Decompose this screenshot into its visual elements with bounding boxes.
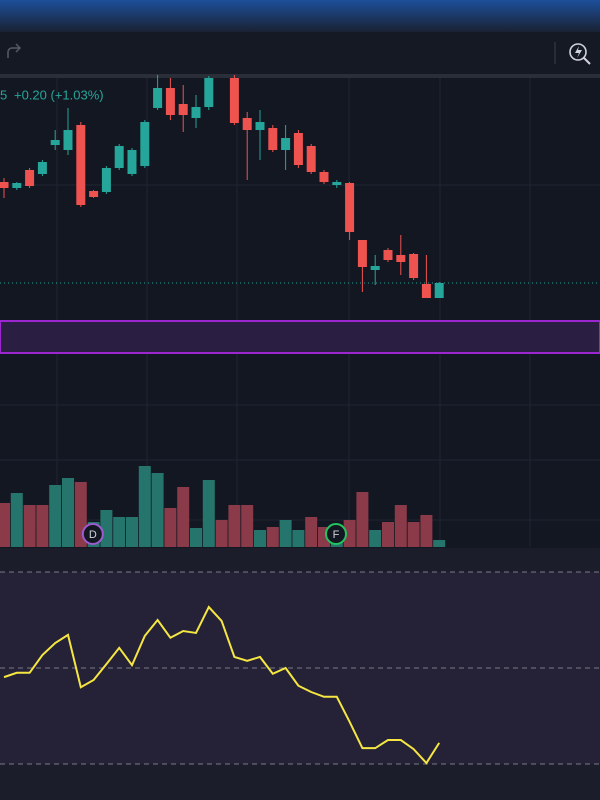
highlight-zone <box>0 320 600 354</box>
marker-label: D <box>89 529 97 541</box>
candle-body <box>191 107 201 118</box>
volume-bar <box>190 528 202 547</box>
volume-bar <box>356 492 369 547</box>
volume-bar <box>49 485 62 547</box>
candle-body <box>281 138 291 150</box>
price-change: +0.20 (+1.03%) <box>14 87 104 102</box>
rsi-line <box>3 605 441 765</box>
candle-body <box>345 183 355 232</box>
candle-body <box>293 133 303 165</box>
volume-bar <box>138 466 151 547</box>
alert-button[interactable] <box>569 43 591 65</box>
candle-body <box>306 146 316 172</box>
marker-label: F <box>333 529 340 541</box>
volume-bar <box>433 540 446 547</box>
volume-bar <box>279 520 292 547</box>
volume-bar <box>292 530 305 547</box>
candle-body <box>229 78 239 123</box>
volume-bar <box>266 527 279 547</box>
candle-body <box>165 88 175 115</box>
volume-bar <box>0 503 10 547</box>
candle-body <box>204 78 214 107</box>
candle-body <box>114 146 124 168</box>
volume-bar <box>241 505 254 547</box>
candle-body <box>319 172 329 182</box>
panel-border <box>0 74 600 78</box>
candle-body <box>12 183 22 188</box>
candle-body <box>383 250 393 260</box>
candle-body <box>25 170 35 186</box>
candle-body <box>178 104 188 115</box>
volume-bar <box>164 508 177 547</box>
candle-body <box>332 182 342 185</box>
volume-bar <box>36 505 49 547</box>
candle-body <box>127 150 137 174</box>
candle-body <box>434 283 444 298</box>
candle-body <box>255 122 265 130</box>
candle-body <box>357 240 367 267</box>
status-bar <box>0 0 600 32</box>
volume-bar <box>126 517 138 547</box>
volume-bar <box>215 520 228 547</box>
price-tail: 5 <box>0 87 7 102</box>
volume-bar <box>254 530 266 547</box>
marker-circle <box>325 523 347 545</box>
candle-body <box>242 118 252 130</box>
volume-bar <box>100 510 113 547</box>
volume-bar <box>10 493 23 547</box>
volume-bar <box>151 473 164 547</box>
candle-body <box>370 266 380 270</box>
marker-circle <box>81 523 104 545</box>
candle-body <box>140 122 150 166</box>
volume-bar <box>62 478 74 547</box>
volume-bar <box>23 505 36 547</box>
candle-body <box>396 255 406 262</box>
redo-button[interactable] <box>7 43 22 58</box>
volume-bar <box>394 505 407 547</box>
candle-body <box>421 284 431 298</box>
event-marker[interactable]: F <box>325 523 347 545</box>
candle-body <box>63 130 73 150</box>
volume-bar <box>420 515 433 547</box>
candle-body <box>76 125 86 205</box>
candle-body <box>101 168 111 192</box>
toolbar <box>0 32 600 74</box>
volume-bar <box>228 505 241 547</box>
volume-bar <box>407 522 420 547</box>
candle-body <box>153 88 163 108</box>
candle-body <box>409 254 419 278</box>
volume-bar <box>305 517 318 547</box>
volume-bar <box>113 517 126 547</box>
volume-bar <box>202 480 215 547</box>
volume-bar <box>177 487 190 547</box>
candle-body <box>0 182 9 188</box>
candle-body <box>50 140 60 145</box>
grid <box>0 78 600 547</box>
candle-body <box>268 128 278 150</box>
event-marker[interactable]: D <box>81 523 104 545</box>
volume-bar <box>382 522 394 547</box>
candle-body <box>89 191 99 197</box>
volume-bar <box>343 520 356 547</box>
volume-bar <box>369 530 382 547</box>
candle-body <box>37 162 47 174</box>
